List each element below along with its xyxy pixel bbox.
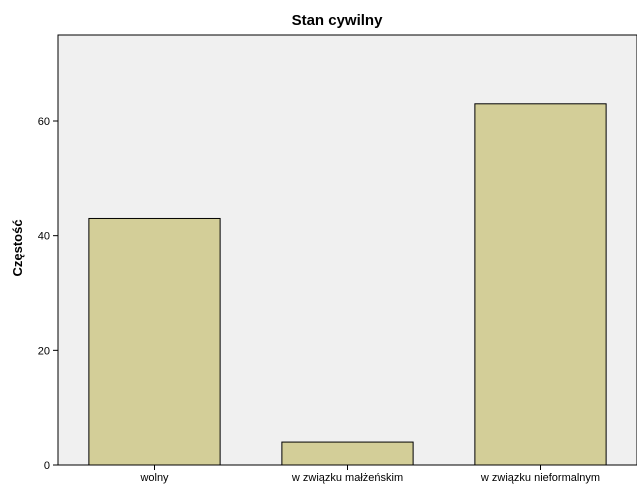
y-axis-label: Częstość bbox=[10, 219, 25, 276]
y-tick-label: 40 bbox=[38, 231, 50, 243]
y-tick-label: 20 bbox=[38, 345, 50, 357]
x-tick-label: wolny bbox=[139, 472, 169, 484]
chart-title: Stan cywilny bbox=[292, 12, 384, 29]
y-tick-label: 60 bbox=[38, 116, 50, 128]
bar bbox=[474, 103, 607, 466]
bar bbox=[88, 217, 221, 466]
bar bbox=[281, 441, 414, 466]
x-tick-label: w związku małżeńskim bbox=[291, 472, 403, 484]
x-tick-label: w związku nieformalnym bbox=[480, 472, 600, 484]
plot-area: 0 20 40 60 wolny w związku małżeńskim w związk… bbox=[38, 34, 637, 484]
y-tick-label: 0 bbox=[44, 460, 50, 472]
